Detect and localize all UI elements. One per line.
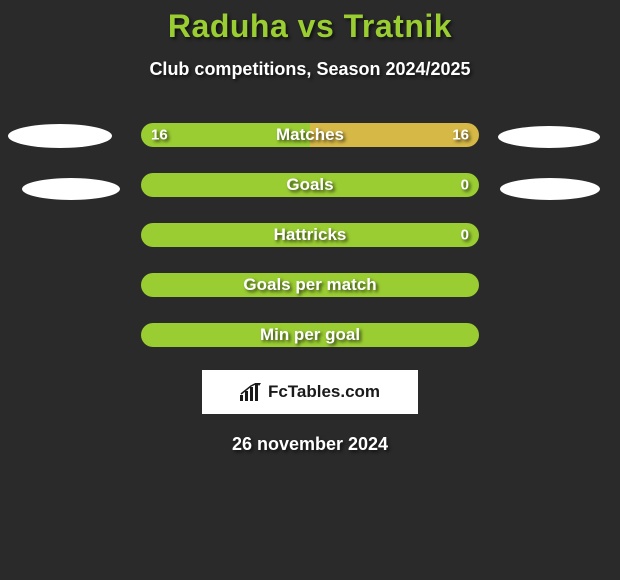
- ellipse-decoration: [498, 126, 600, 148]
- stat-bar: 0 Goals: [141, 173, 479, 197]
- stat-label: Matches: [276, 125, 344, 145]
- page-title: Raduha vs Tratnik: [0, 8, 620, 45]
- stat-value-right: 0: [461, 177, 469, 194]
- logo-text: FcTables.com: [268, 382, 380, 402]
- stat-row: Goals per match: [0, 272, 620, 298]
- stat-label: Hattricks: [274, 225, 347, 245]
- stat-row: Min per goal: [0, 322, 620, 348]
- stats-list: 16 16 Matches 0 Goals 0 Hattricks Goals per mat…: [0, 122, 620, 348]
- stat-value-right: 16: [452, 127, 469, 144]
- ellipse-decoration: [500, 178, 600, 200]
- stat-label: Goals: [286, 175, 333, 195]
- stat-bar: Goals per match: [141, 273, 479, 297]
- stat-bar: 16 16 Matches: [141, 123, 479, 147]
- stat-bar: Min per goal: [141, 323, 479, 347]
- ellipse-decoration: [22, 178, 120, 200]
- stat-value-right: 0: [461, 227, 469, 244]
- stat-bar: 0 Hattricks: [141, 223, 479, 247]
- ellipse-decoration: [8, 124, 112, 148]
- date-text: 26 november 2024: [0, 434, 620, 455]
- stat-label: Goals per match: [243, 275, 376, 295]
- stat-row: 0 Hattricks: [0, 222, 620, 248]
- chart-icon: [240, 383, 262, 401]
- comparison-card: Raduha vs Tratnik Club competitions, Sea…: [0, 0, 620, 455]
- subtitle: Club competitions, Season 2024/2025: [0, 59, 620, 80]
- stat-value-left: 16: [151, 127, 168, 144]
- stat-label: Min per goal: [260, 325, 360, 345]
- fctables-logo[interactable]: FcTables.com: [202, 370, 418, 414]
